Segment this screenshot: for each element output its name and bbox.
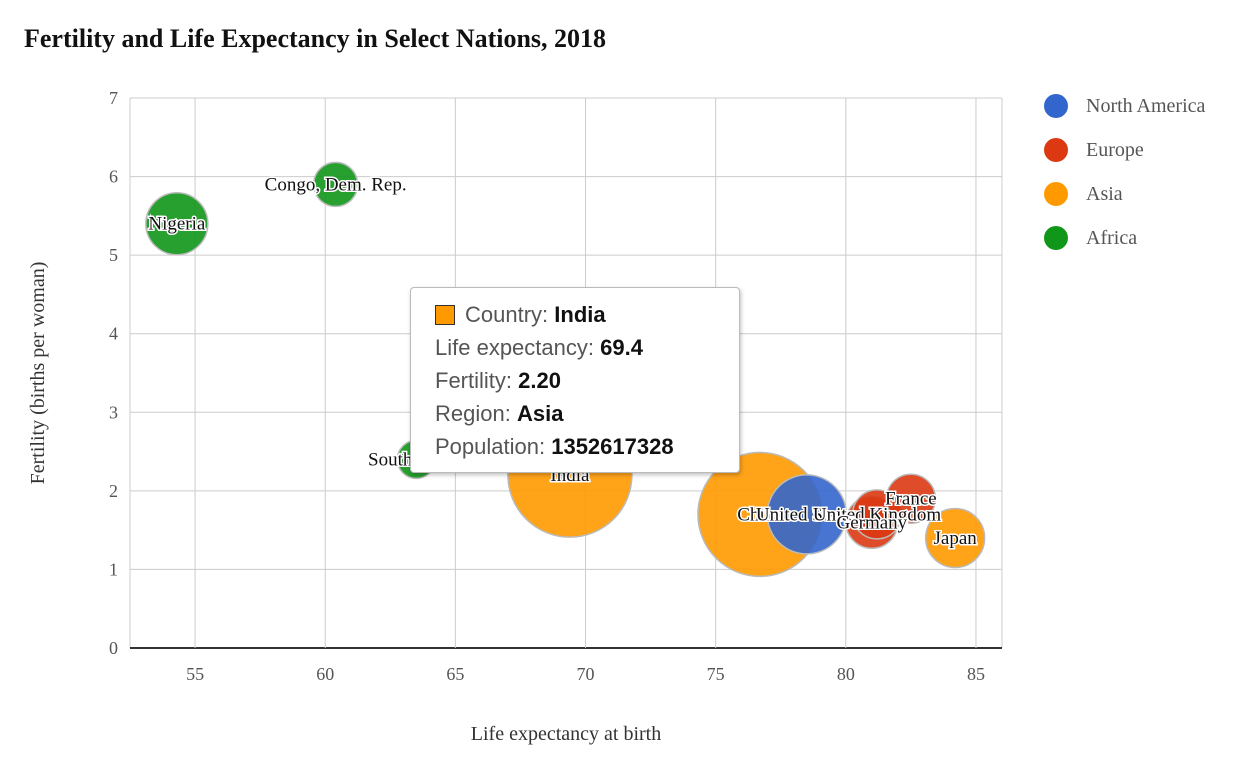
tooltip-region-key: Region <box>435 401 505 426</box>
legend-item[interactable]: Africa <box>1044 216 1205 260</box>
bubble-label: China <box>737 504 783 525</box>
x-axis-ticks: 55 60 65 70 75 80 85 <box>186 664 985 684</box>
legend-label: Africa <box>1086 226 1138 249</box>
bubble-japan[interactable] <box>924 507 986 569</box>
tooltip-country-key: Country <box>465 302 543 327</box>
legend-label: Asia <box>1086 182 1123 205</box>
y-axis-ticks: 0 1 2 3 4 5 6 7 <box>109 88 118 658</box>
tooltip-life-value: 69.4 <box>600 335 643 360</box>
bubbles <box>145 161 986 578</box>
y-tick-label: 6 <box>109 167 118 187</box>
legend-swatch <box>1044 138 1068 162</box>
y-tick-label: 1 <box>109 559 118 579</box>
y-tick-label: 7 <box>109 88 118 108</box>
legend-label: Europe <box>1086 138 1144 161</box>
y-tick-label: 4 <box>109 324 118 344</box>
legend-item[interactable]: North America <box>1044 84 1205 128</box>
x-tick-label: 65 <box>446 664 464 684</box>
legend-swatch <box>1044 94 1068 118</box>
tooltip: Country: India Life expectancy: 69.4 Fer… <box>410 287 740 473</box>
legend-swatch <box>1044 182 1068 206</box>
tooltip-population-key: Population <box>435 434 539 459</box>
bubble-label: Japan <box>934 528 978 549</box>
y-tick-label: 5 <box>109 245 118 265</box>
y-tick-label: 2 <box>109 481 118 501</box>
chart-title: Fertility and Life Expectancy in Select … <box>24 24 607 53</box>
bubble-label: Congo, Dem. Rep. <box>265 174 407 195</box>
tooltip-region-value: Asia <box>516 401 564 426</box>
bubble-label: Germany <box>836 512 907 533</box>
tooltip-fertility-key: Fertility <box>435 368 506 393</box>
x-tick-label: 75 <box>707 664 725 684</box>
x-tick-label: 85 <box>967 664 985 684</box>
bubble-label: Nigeria <box>148 214 206 235</box>
bubble-france[interactable] <box>885 473 937 524</box>
x-tick-label: 80 <box>837 664 855 684</box>
tooltip-swatch <box>435 305 455 325</box>
tooltip-country-value: India <box>554 302 606 327</box>
bubble-label: France <box>885 489 937 510</box>
tooltip-population-value: 1352617328 <box>551 434 674 459</box>
legend-swatch <box>1044 226 1068 250</box>
tooltip-fertility-value: 2.20 <box>518 368 561 393</box>
bubble-congo-dem-rep-[interactable] <box>312 161 359 208</box>
x-tick-label: 55 <box>186 664 204 684</box>
x-tick-label: 70 <box>577 664 595 684</box>
y-tick-label: 3 <box>109 402 118 422</box>
legend-label: North America <box>1086 94 1206 117</box>
bubble-nigeria[interactable] <box>145 191 209 256</box>
bubble-label: United States <box>756 504 858 525</box>
y-axis-title: Fertility (births per woman) <box>27 262 49 485</box>
tooltip-life-key: Life expectancy <box>435 335 588 360</box>
bubble-label: United Kingdom <box>813 504 941 525</box>
y-tick-label: 0 <box>109 638 118 658</box>
x-axis-title: Life expectancy at birth <box>471 723 661 745</box>
legend-item[interactable]: Asia <box>1044 172 1205 216</box>
legend-item[interactable]: Europe <box>1044 128 1205 172</box>
legend: North America Europe Asia Africa <box>1044 84 1205 260</box>
x-tick-label: 60 <box>316 664 334 684</box>
bubble-united-states[interactable] <box>766 474 848 555</box>
